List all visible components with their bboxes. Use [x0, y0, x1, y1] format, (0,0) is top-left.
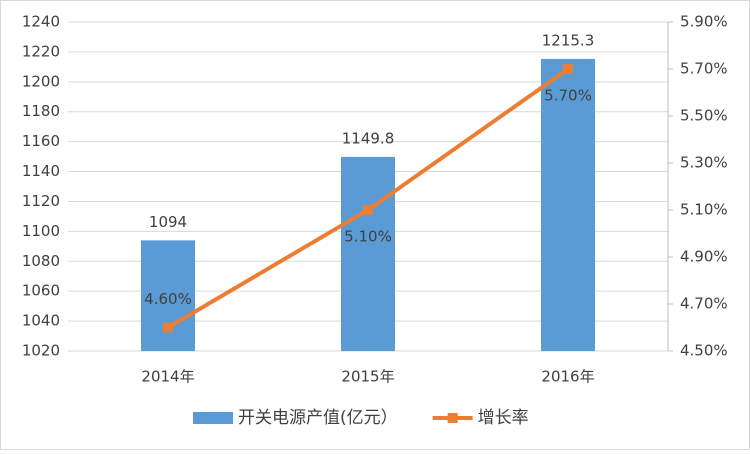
x-tick-label: 2014年 — [141, 368, 194, 386]
y2-tick-label: 5.50% — [680, 107, 728, 125]
y-tick-label: 1180 — [22, 102, 60, 120]
y2-tick-label: 4.70% — [680, 295, 728, 313]
y-tick-label: 1220 — [22, 42, 60, 60]
line-marker — [363, 205, 373, 215]
y2-tick-label: 5.90% — [680, 13, 728, 31]
bar-value-label: 1094 — [149, 213, 187, 231]
y-tick-label: 1140 — [22, 162, 60, 180]
legend-label: 开关电源产值(亿元） — [238, 408, 398, 428]
y2-tick-label: 5.70% — [680, 60, 728, 78]
y2-tick-label: 4.90% — [680, 248, 728, 266]
line-value-label: 4.60% — [144, 290, 192, 308]
y2-tick-label: 5.10% — [680, 201, 728, 219]
bar — [341, 156, 395, 351]
line-marker — [163, 322, 173, 333]
y2-tick-label: 5.30% — [680, 154, 728, 172]
legend-label: 增长率 — [478, 408, 529, 428]
y-tick-label: 1100 — [22, 222, 60, 240]
x-tick-label: 2016年 — [541, 368, 594, 386]
line-value-label: 5.10% — [344, 228, 392, 246]
y-tick-label: 1060 — [22, 282, 60, 300]
y-tick-label: 1020 — [22, 342, 60, 360]
legend-swatch-marker — [447, 413, 458, 423]
y-tick-label: 1080 — [22, 252, 60, 270]
bar-value-label: 1215.3 — [542, 31, 595, 49]
legend-swatch — [193, 412, 233, 424]
bar — [541, 58, 595, 351]
y-tick-label: 1120 — [22, 192, 60, 210]
x-tick-label: 2015年 — [341, 368, 394, 386]
line-marker — [563, 64, 573, 74]
y-tick-label: 1040 — [22, 312, 60, 330]
bar-value-label: 1149.8 — [342, 129, 395, 147]
bar — [141, 240, 195, 351]
y-tick-label: 1240 — [22, 13, 60, 31]
line-value-label: 5.70% — [544, 87, 592, 105]
y-tick-label: 1200 — [22, 72, 60, 90]
y-tick-label: 1160 — [22, 132, 60, 150]
y2-tick-label: 4.50% — [680, 342, 728, 360]
